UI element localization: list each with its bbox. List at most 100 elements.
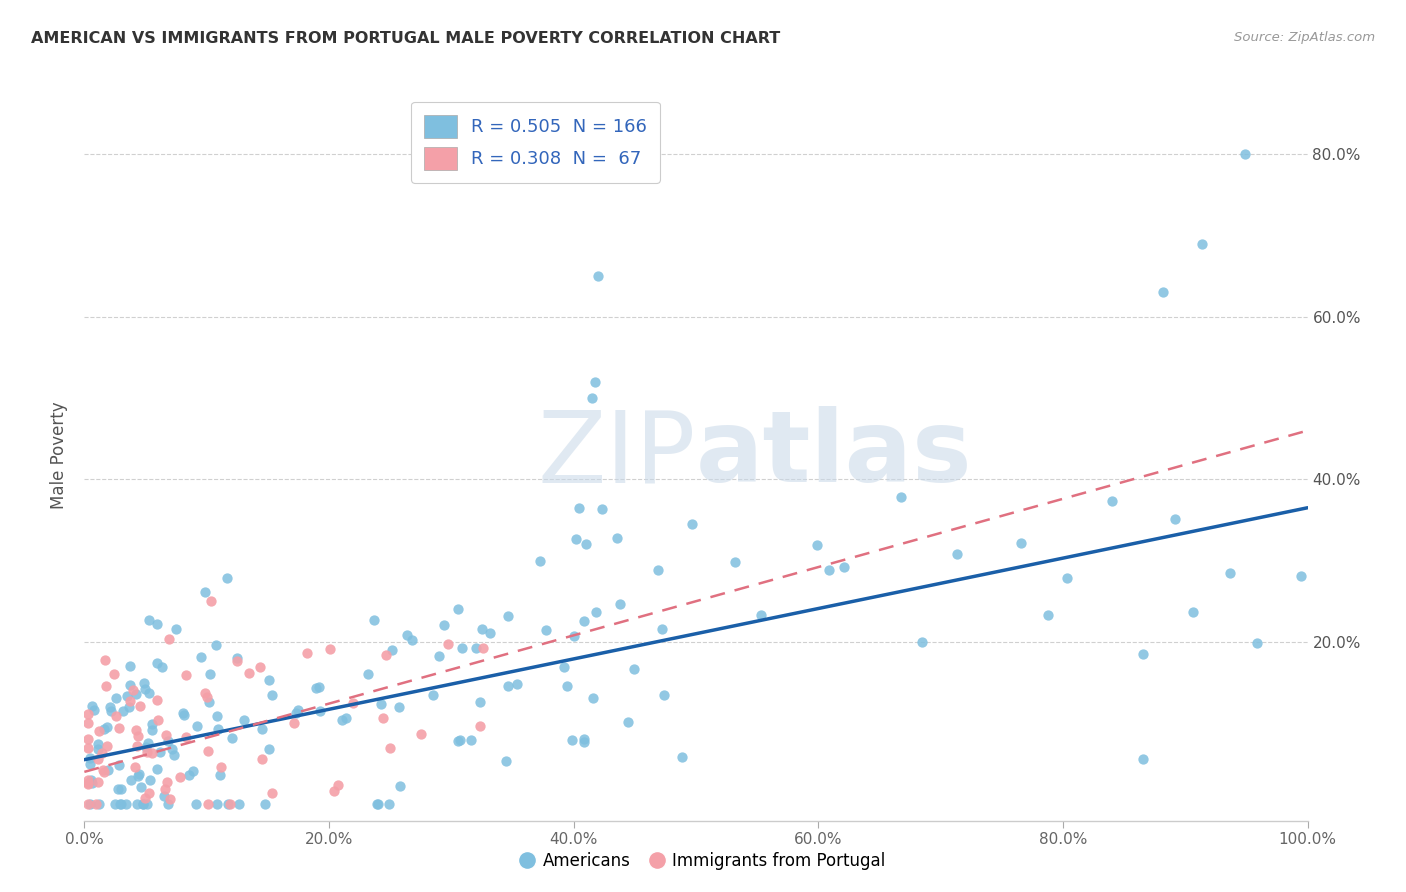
Point [460,732,482,747]
Point [572,731,595,746]
Point [468,695,491,709]
Point [129,780,152,794]
Point [217,797,239,811]
Point [283,716,305,731]
Point [253,797,276,811]
Point [609,597,631,611]
Point [295,646,318,660]
Point [87,742,110,756]
Point [225,651,247,665]
Point [585,605,607,619]
Point [342,696,364,710]
Point [118,678,141,692]
Point [366,797,388,811]
Point [388,699,411,714]
Point [190,649,212,664]
Point [205,709,228,723]
Point [111,704,134,718]
Point [451,640,474,655]
Point [79,751,101,765]
Point [378,740,401,755]
Point [141,723,163,737]
Point [221,731,243,746]
Y-axis label: Male Poverty: Male Poverty [51,401,69,508]
Point [132,797,155,811]
Point [205,638,228,652]
Point [583,375,606,389]
Point [110,781,132,796]
Point [155,728,177,742]
Point [422,688,444,702]
Point [120,693,142,707]
Point [396,628,419,642]
Point [125,739,148,753]
Point [77,777,100,791]
Point [572,614,595,628]
Point [94,653,117,667]
Point [82,698,104,713]
Point [136,736,159,750]
Point [165,622,187,636]
Point [1132,647,1154,661]
Point [197,744,219,758]
Point [262,688,284,702]
Point [911,635,934,649]
Point [138,613,160,627]
Point [77,732,100,747]
Point [163,747,186,762]
Point [194,584,217,599]
Point [1152,285,1174,300]
Point [575,537,598,551]
Point [135,740,157,755]
Point [616,714,638,729]
Point [173,708,195,723]
Point [118,658,141,673]
Point [184,797,207,811]
Text: ZIP: ZIP [537,407,696,503]
Point [373,711,395,725]
Point [724,555,747,569]
Point [83,703,105,717]
Point [536,623,558,637]
Point [104,797,127,811]
Point [127,769,149,783]
Point [209,760,232,774]
Point [381,642,404,657]
Point [77,776,100,790]
Point [806,538,828,552]
Point [495,754,517,768]
Point [285,706,308,720]
Point [129,699,152,714]
Point [447,734,470,748]
Point [238,666,260,681]
Point [378,797,401,811]
Point [1219,566,1241,580]
Point [529,554,551,568]
Point [77,773,100,788]
Point [103,666,125,681]
Point [946,548,969,562]
Point [135,797,157,811]
Point [105,709,128,723]
Point [115,689,138,703]
Point [328,778,350,792]
Point [389,780,412,794]
Point [553,660,575,674]
Point [77,740,100,755]
Legend: Americans, Immigrants from Portugal: Americans, Immigrants from Portugal [515,846,891,877]
Point [647,563,669,577]
Point [90,746,112,760]
Point [156,734,179,748]
Point [209,768,232,782]
Point [134,682,156,697]
Text: Source: ZipAtlas.com: Source: ZipAtlas.com [1234,31,1375,45]
Point [181,764,204,778]
Point [146,616,169,631]
Point [671,750,693,764]
Point [250,752,273,766]
Point [1056,571,1078,585]
Point [257,742,280,756]
Point [1191,236,1213,251]
Point [91,763,114,777]
Point [464,640,486,655]
